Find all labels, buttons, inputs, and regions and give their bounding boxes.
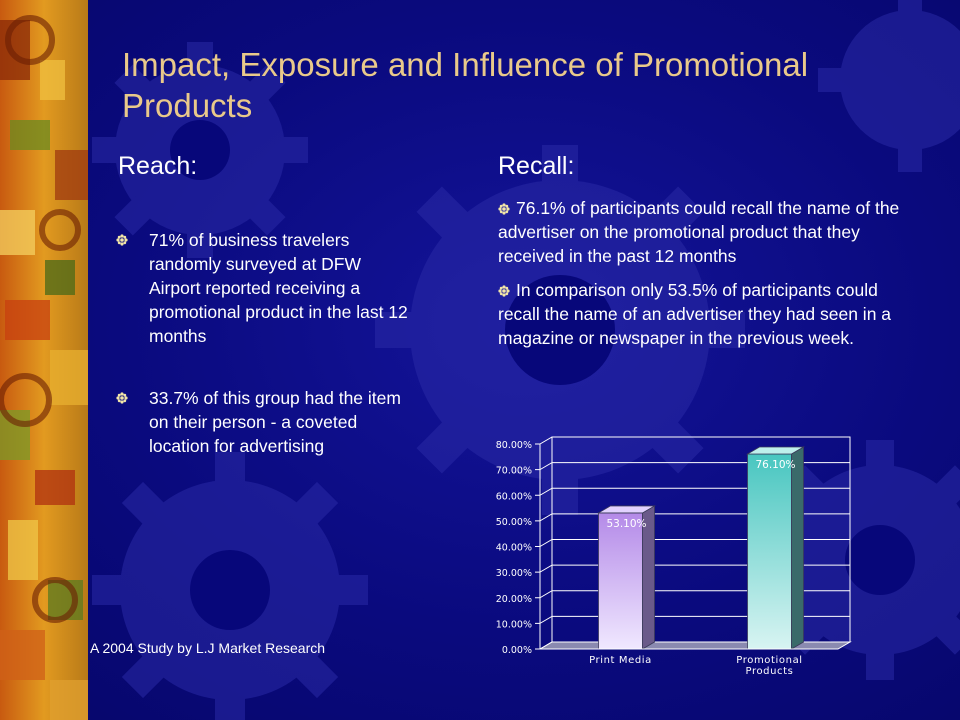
y-tick-label: 60.00% [496, 491, 532, 502]
list-item: 71% of business travelers randomly surve… [116, 228, 416, 348]
y-tick-label: 10.00% [496, 619, 532, 630]
gear-icon [818, 0, 960, 172]
data-label: 76.10% [755, 459, 795, 471]
flower-bullet-icon [116, 392, 128, 404]
bullet-text: In comparison only 53.5% of participants… [498, 280, 892, 348]
bullet-text: 33.7% of this group had the item on thei… [149, 388, 401, 456]
y-tick-label: 40.00% [496, 543, 532, 554]
x-tick-label: Promotional Products [736, 655, 802, 677]
list-item: 76.1% of participants could recall the n… [498, 196, 903, 268]
y-tick-label: 20.00% [496, 594, 532, 605]
bar-top-print-media [597, 505, 656, 514]
data-label: 53.10% [606, 518, 646, 530]
source-citation: A 2004 Study by L.J Market Research [90, 640, 326, 656]
list-item: In comparison only 53.5% of participants… [498, 278, 903, 350]
y-tick-label: 50.00% [496, 517, 532, 528]
reach-bullet-list: 71% of business travelers randomly surve… [116, 228, 416, 496]
bullet-text: 71% of business travelers randomly surve… [149, 230, 408, 346]
list-item: 33.7% of this group had the item on thei… [116, 386, 416, 458]
bar-print-media [598, 512, 643, 650]
reach-heading: Reach: [118, 152, 198, 180]
gridline [539, 436, 850, 445]
y-tick-label: 30.00% [496, 568, 532, 579]
flower-bullet-icon [498, 285, 510, 297]
decorative-gear-strip [0, 0, 88, 720]
flower-bullet-icon [116, 234, 128, 246]
bar-promotional-products [747, 453, 792, 650]
y-tick-label: 0.00% [502, 645, 532, 656]
bullet-text: 76.1% of participants could recall the n… [498, 198, 900, 266]
x-tick-label: Print Media [589, 655, 652, 666]
slide-title: Impact, Exposure and Influence of Promot… [122, 46, 809, 124]
recall-bullet-list: 76.1% of participants could recall the n… [498, 196, 903, 360]
recall-bar-chart: 0.00% 10.00% 20.00% 30.00% 40.00% 50.00% 60.00… [496, 436, 852, 677]
y-tick-label: 70.00% [496, 466, 532, 477]
recall-heading: Recall: [498, 152, 575, 180]
y-tick-label: 80.00% [496, 440, 532, 451]
bar-top-promotional-products [746, 446, 805, 455]
chart-floor [538, 641, 852, 650]
bar-side-promotional-products [791, 446, 804, 650]
flower-bullet-icon [498, 203, 510, 215]
